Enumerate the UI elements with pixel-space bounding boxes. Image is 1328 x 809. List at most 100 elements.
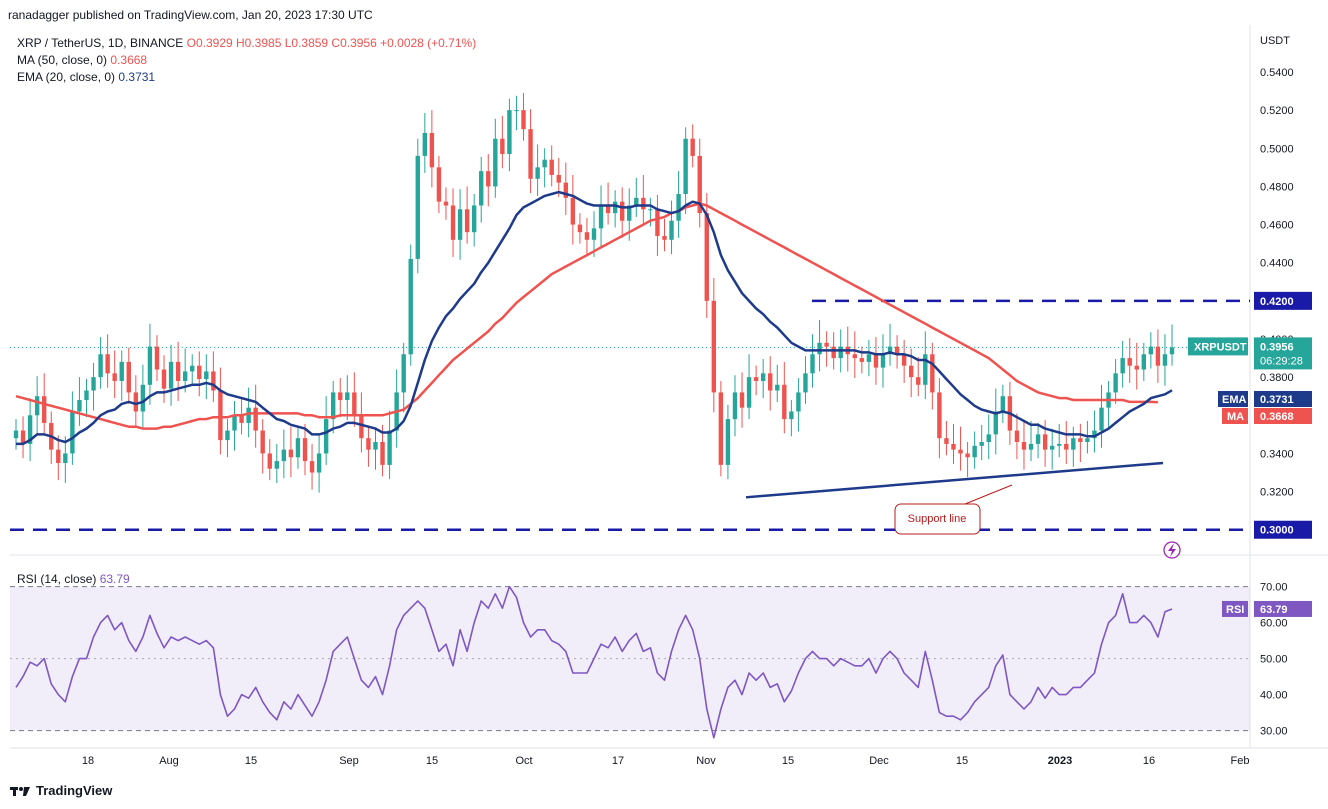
candle-body [401, 354, 406, 393]
candle-body [521, 110, 526, 130]
candle-body [154, 346, 160, 370]
resistance-tag [1254, 291, 1312, 310]
rsi-value-tag [1254, 600, 1312, 617]
rsi-tick-label: 40.00 [1260, 690, 1288, 702]
candle-body [838, 346, 843, 359]
candle-body [916, 377, 921, 385]
candle-body [464, 209, 470, 233]
candle-body [1078, 438, 1083, 442]
candle-body [584, 232, 590, 240]
candle-body [27, 415, 33, 444]
candle-body [873, 354, 879, 368]
candle-body [112, 373, 117, 381]
candle-body [655, 209, 660, 236]
candle-body [1127, 358, 1132, 366]
rsi-tag-label: RSI [1226, 604, 1244, 616]
ema-value-tag [1254, 391, 1312, 407]
ema-tag-value: 0.3731 [1260, 394, 1294, 406]
candle-body [267, 453, 272, 469]
candle-body [782, 384, 787, 420]
ma-legend: MA (50, close, 0) 0.3668 [17, 53, 147, 67]
candle-body [1028, 443, 1034, 450]
candle-body [352, 392, 357, 416]
candle-body [556, 174, 561, 183]
candle-body [218, 390, 223, 441]
candle-body [288, 449, 294, 458]
candle-body [211, 371, 216, 391]
tradingview-logo-icon [10, 786, 30, 796]
price-tick-label: 0.5200 [1260, 105, 1294, 117]
candle-body [831, 346, 836, 359]
candle-body [669, 220, 674, 240]
candle-body [880, 354, 886, 368]
ema-label: EMA (20, close, 0) [17, 70, 116, 84]
candle-body [457, 209, 463, 240]
candle-body [619, 201, 625, 221]
candle-body [958, 449, 963, 454]
rsi-tag-bg [1222, 600, 1248, 617]
countdown-value: 06:29:28 [1260, 355, 1303, 367]
candle-body [182, 371, 188, 381]
rsi-tick-label: 50.00 [1260, 654, 1288, 666]
candle-body [732, 392, 738, 420]
candle-body [965, 453, 970, 458]
candle-body [133, 392, 139, 412]
candle-body [937, 392, 942, 439]
candle-body [316, 453, 322, 473]
candle-body [627, 205, 632, 221]
candle-body [408, 258, 413, 355]
candle-body [1035, 434, 1041, 444]
candle-body [979, 442, 984, 446]
candle-body [739, 392, 745, 408]
symbol-tag-bg [1188, 337, 1248, 356]
candle-body [641, 197, 646, 210]
price-tick-label: 0.4400 [1260, 258, 1294, 270]
rsi-label: RSI (14, close) [17, 572, 97, 586]
candle-body [84, 390, 89, 401]
candle-body [859, 358, 865, 362]
candle-body [1000, 396, 1006, 412]
ma-value: 0.3668 [110, 53, 148, 67]
ohlc-values: O0.3929 H0.3985 L0.3859 C0.3956 +0.0028 … [186, 36, 477, 50]
candle-body [1141, 354, 1147, 370]
candle-body [725, 419, 731, 465]
candle-body [338, 392, 343, 401]
candle-body [119, 361, 124, 381]
ma50-line [15, 202, 1158, 430]
candle-body [944, 438, 949, 444]
candle-body [366, 438, 371, 450]
candle-body [1057, 443, 1062, 446]
candle-body [70, 411, 75, 454]
symbol-tag-label: XRPUSDT [1194, 341, 1247, 353]
candle-body [239, 415, 244, 423]
callout-pointer [964, 484, 1013, 505]
candle-body [260, 430, 265, 454]
candle-body [803, 373, 808, 393]
candle-body [542, 159, 547, 168]
candle-body [302, 438, 308, 462]
candle-body [711, 300, 717, 393]
candle-body [549, 159, 554, 175]
support-tag-value: 0.3000 [1260, 525, 1294, 537]
publisher-caption: ranadagger published on TradingView.com,… [8, 8, 373, 22]
rising-support-line [745, 461, 1164, 499]
candle-body [1148, 346, 1154, 355]
candle-body [486, 171, 491, 187]
candle-body [1071, 438, 1076, 450]
support-line-callout [894, 503, 981, 535]
candle-body [662, 236, 667, 240]
price-tick-label: 0.3200 [1260, 487, 1294, 499]
candle-body [204, 371, 209, 380]
ema-value: 0.3731 [118, 70, 156, 84]
candle-body [634, 197, 639, 206]
candle-body [309, 461, 315, 473]
ema-legend: EMA (20, close, 0) 0.3731 [17, 70, 155, 84]
candle-body [98, 354, 103, 378]
candle-body [1169, 347, 1175, 355]
rsi-tick-label: 70.00 [1260, 582, 1288, 594]
candle-body [514, 110, 519, 112]
candle-body [796, 392, 801, 412]
last-price-tag [1254, 337, 1312, 370]
time-tick-label: 16 [1143, 755, 1155, 767]
